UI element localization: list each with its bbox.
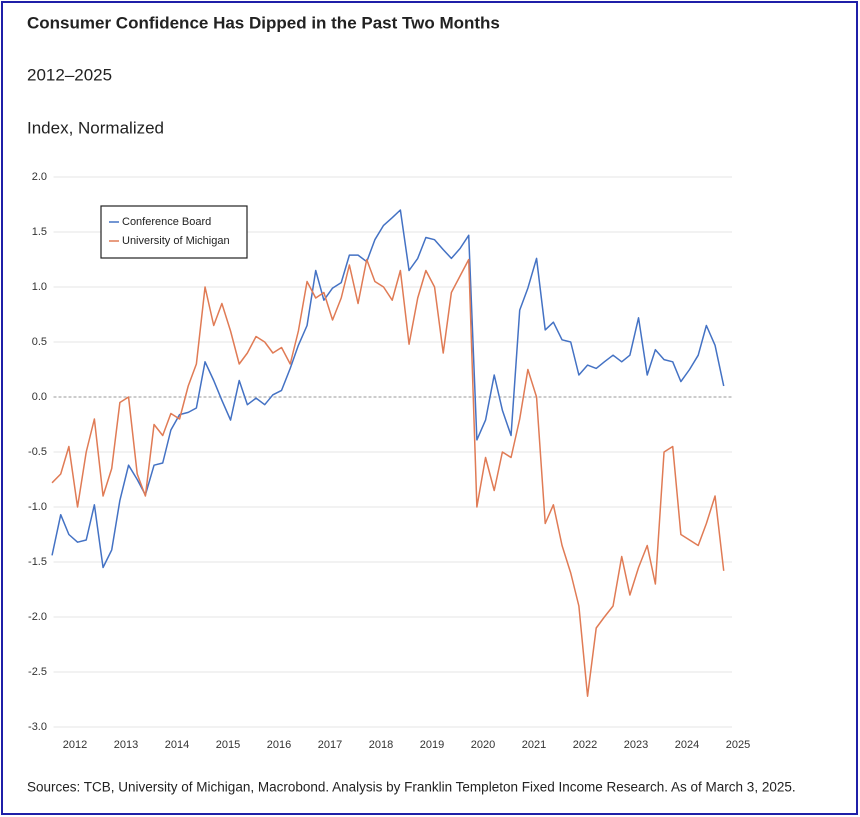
x-tick-label: 2025 xyxy=(726,739,750,751)
y-tick-label: 1.5 xyxy=(32,226,47,238)
x-tick-label: 2016 xyxy=(267,739,291,751)
legend-label: Conference Board xyxy=(122,216,211,228)
x-tick-label: 2024 xyxy=(675,739,699,751)
x-tick-label: 2018 xyxy=(369,739,393,751)
y-tick-label: 0.5 xyxy=(32,336,47,348)
x-tick-label: 2012 xyxy=(63,739,87,751)
y-tick-label: 1.0 xyxy=(32,281,47,293)
y-tick-label: -1.5 xyxy=(28,556,47,568)
legend-box xyxy=(100,205,248,259)
y-tick-label: 0.0 xyxy=(32,391,47,403)
series-line xyxy=(51,258,725,697)
y-tick-label: 2.0 xyxy=(32,171,47,183)
x-tick-label: 2021 xyxy=(522,739,546,751)
x-tick-label: 2023 xyxy=(624,739,648,751)
y-tick-label: -0.5 xyxy=(28,446,47,458)
chart-subtitle: 2012–2025 xyxy=(27,65,112,84)
x-tick-label: 2020 xyxy=(471,739,495,751)
x-tick-label: 2015 xyxy=(216,739,240,751)
y-tick-label: -2.0 xyxy=(28,611,47,623)
x-tick-label: 2019 xyxy=(420,739,444,751)
legend-label: University of Michigan xyxy=(122,235,230,247)
y-tick-label: -1.0 xyxy=(28,501,47,513)
x-tick-label: 2013 xyxy=(114,739,138,751)
y-tick-label: -3.0 xyxy=(28,721,47,733)
chart-title: Consumer Confidence Has Dipped in the Pa… xyxy=(27,13,500,32)
y-axis-label: Index, Normalized xyxy=(27,118,164,137)
series-line xyxy=(51,209,725,569)
y-tick-label: -2.5 xyxy=(28,666,47,678)
x-tick-label: 2017 xyxy=(318,739,342,751)
source-note: Sources: TCB, University of Michigan, Ma… xyxy=(27,780,796,795)
x-tick-label: 2022 xyxy=(573,739,597,751)
x-tick-label: 2014 xyxy=(165,739,189,751)
